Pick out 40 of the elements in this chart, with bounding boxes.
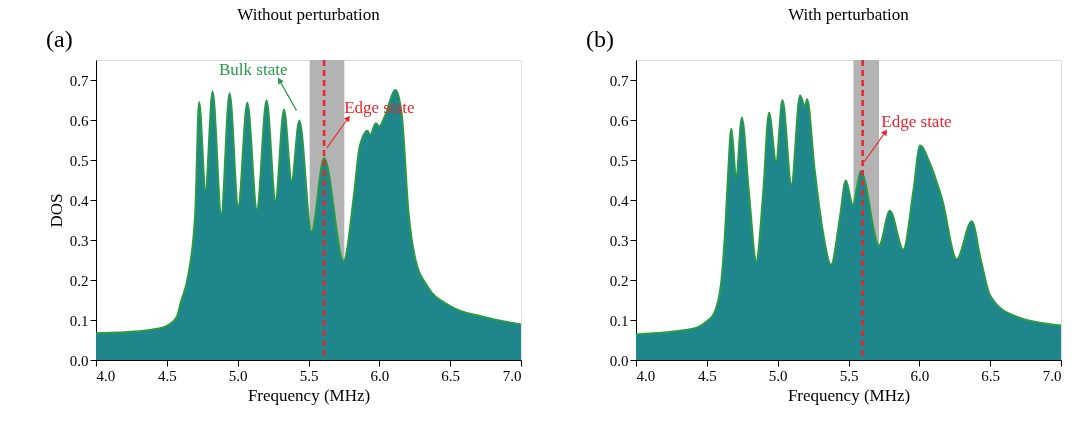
y-tick-label: 0.4	[69, 192, 89, 209]
y-tick-label: 0.1	[609, 312, 629, 329]
x-axis-title: Frequency (MHz)	[247, 385, 371, 405]
chart-title: Without perturbation	[237, 5, 381, 24]
annotation: Edge state	[344, 98, 415, 117]
x-tick-label: 4.0	[96, 367, 116, 384]
chart-title: With perturbation	[788, 5, 910, 24]
x-tick-label: 6.0	[910, 367, 930, 384]
x-tick-label: 4.0	[636, 367, 656, 384]
x-tick-label: 6.0	[370, 367, 390, 384]
x-tick-label: 5.5	[839, 367, 859, 384]
x-tick-label: 5.0	[228, 367, 248, 384]
x-tick-label: 4.5	[157, 367, 177, 384]
y-tick-label: 0.4	[609, 192, 629, 209]
x-tick-label: 4.5	[697, 367, 717, 384]
y-tick-label: 0.3	[69, 232, 89, 249]
annotation: Bulk state	[218, 60, 288, 80]
y-tick-label: 0.6	[69, 112, 89, 129]
y-tick-label: 0.5	[69, 152, 89, 169]
y-tick-label: 0.3	[609, 232, 629, 249]
annotation: Edge state	[881, 112, 952, 131]
text: (b)	[586, 26, 614, 52]
y-tick-label: 0.0	[69, 352, 89, 369]
y-tick-label: 0.1	[69, 312, 89, 329]
y-tick-label: 0.2	[609, 272, 629, 289]
x-tick-label: 6.5	[441, 367, 461, 384]
y-tick-label: 0.7	[609, 72, 629, 89]
x-tick-label: 6.5	[981, 367, 1001, 384]
x-tick-label: 7.0	[1042, 367, 1062, 384]
y-tick-label: 0.2	[69, 272, 89, 289]
y-tick-label: 0.6	[609, 112, 629, 129]
text: (a)	[46, 26, 73, 52]
x-tick-label: 5.0	[768, 367, 788, 384]
x-tick-label: 7.0	[502, 367, 522, 384]
y-axis-title: DOS	[46, 193, 66, 228]
x-tick-label: 5.5	[299, 367, 319, 384]
x-axis-title: Frequency (MHz)	[787, 385, 911, 405]
y-tick-label: 0.7	[69, 72, 89, 89]
y-tick-label: 0.0	[609, 352, 629, 369]
y-tick-label: 0.5	[609, 152, 629, 169]
